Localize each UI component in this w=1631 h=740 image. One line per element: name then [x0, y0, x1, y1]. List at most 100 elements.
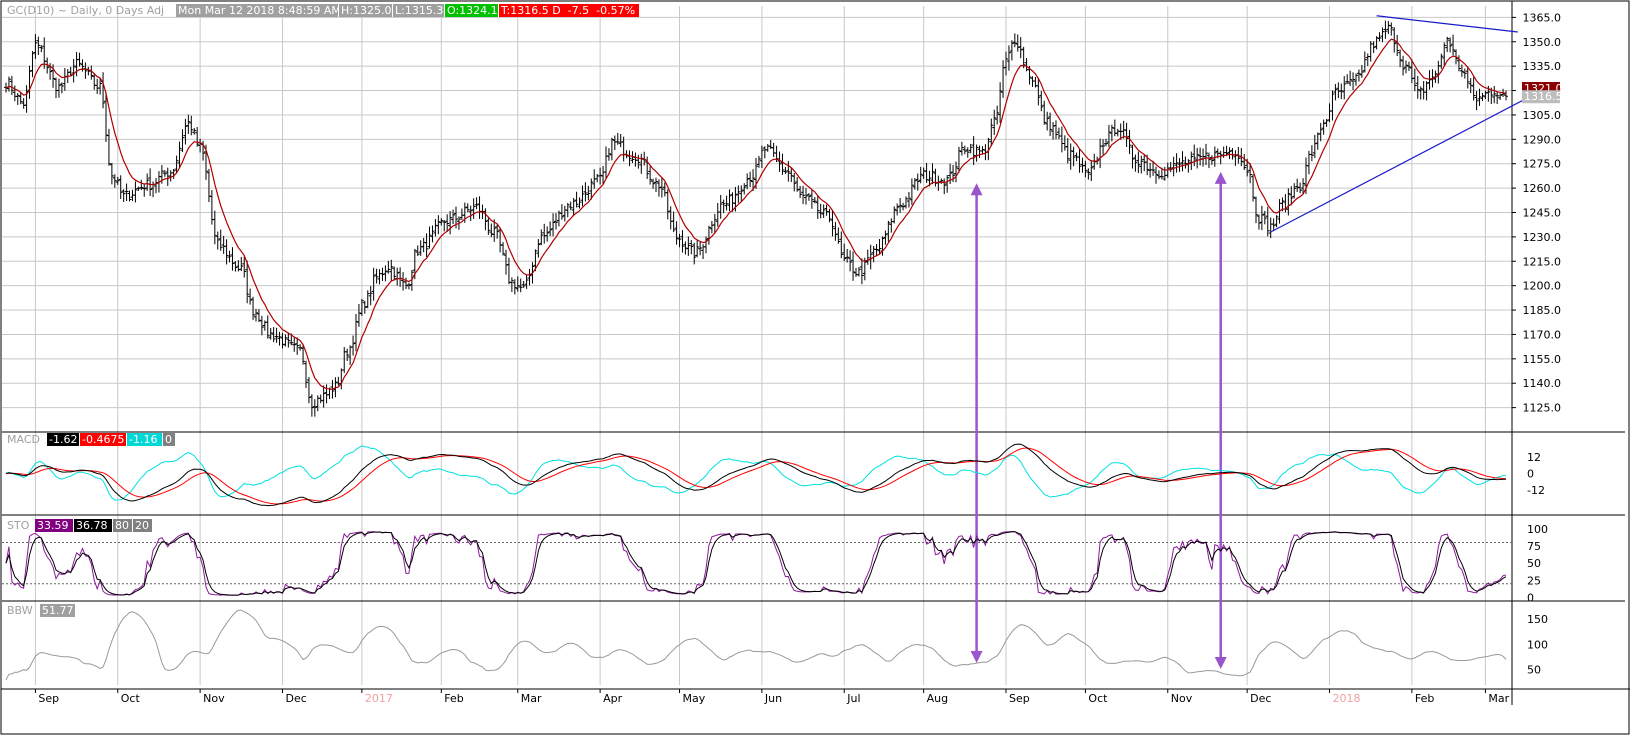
price-bar[interactable] — [992, 109, 997, 135]
price-bar[interactable] — [698, 241, 703, 256]
price-bar[interactable] — [680, 230, 685, 253]
price-bar[interactable] — [804, 188, 808, 205]
price-bar[interactable] — [230, 247, 235, 271]
price-bar[interactable] — [1371, 41, 1376, 54]
price-bar[interactable] — [718, 194, 723, 219]
price-bar[interactable] — [865, 249, 870, 265]
price-bar[interactable] — [371, 267, 376, 301]
price-bar[interactable] — [106, 128, 111, 166]
price-bar[interactable] — [30, 51, 35, 78]
price-bar[interactable] — [1036, 77, 1041, 106]
price-bar[interactable] — [1159, 167, 1164, 180]
price-bar[interactable] — [21, 97, 26, 109]
price-bar[interactable] — [1042, 100, 1047, 125]
price-bar[interactable] — [1321, 119, 1326, 135]
price-bar[interactable] — [756, 155, 761, 168]
price-bar[interactable] — [898, 198, 903, 213]
price-bar[interactable] — [586, 185, 591, 201]
price-bar[interactable] — [389, 259, 394, 282]
price-bar[interactable] — [574, 191, 579, 208]
price-bar[interactable] — [1333, 84, 1338, 101]
price-bar[interactable] — [306, 377, 311, 404]
price-bar[interactable] — [1127, 129, 1132, 155]
resistance-trendline[interactable] — [1376, 15, 1518, 33]
price-bar[interactable] — [274, 327, 279, 343]
price-bar[interactable] — [218, 229, 223, 251]
price-bar[interactable] — [739, 185, 744, 203]
price-bar[interactable] — [1412, 68, 1417, 92]
price-bar[interactable] — [845, 248, 850, 263]
price-bar[interactable] — [286, 332, 291, 348]
price-bar[interactable] — [271, 326, 276, 343]
price-bar[interactable] — [139, 179, 144, 191]
price-bar[interactable] — [1289, 186, 1294, 206]
price-bar[interactable] — [1018, 37, 1023, 59]
price-bar[interactable] — [345, 348, 350, 361]
price-bar[interactable] — [1009, 40, 1014, 61]
price-bar[interactable] — [1451, 34, 1456, 56]
price-bar[interactable] — [518, 278, 523, 293]
price-bar[interactable] — [965, 147, 970, 158]
price-bar[interactable] — [1198, 147, 1203, 166]
price-bar[interactable] — [1477, 88, 1482, 106]
price-bar[interactable] — [356, 304, 361, 327]
price-bar[interactable] — [436, 215, 441, 235]
price-bar[interactable] — [921, 167, 926, 179]
price-bar[interactable] — [956, 146, 961, 173]
price-bar[interactable] — [1271, 218, 1276, 232]
price-bar[interactable] — [112, 174, 117, 188]
price-bar[interactable] — [730, 192, 735, 212]
price-bar[interactable] — [589, 178, 594, 200]
price-bar[interactable] — [180, 129, 185, 152]
price-bar[interactable] — [1227, 147, 1232, 160]
price-bar[interactable] — [839, 231, 844, 259]
price-bar[interactable] — [833, 221, 838, 241]
price-bar[interactable] — [539, 229, 544, 246]
price-bar[interactable] — [1256, 214, 1261, 230]
price-bar[interactable] — [695, 239, 700, 258]
price-bar[interactable] — [1180, 151, 1185, 172]
price-bar[interactable] — [312, 399, 317, 417]
price-bar[interactable] — [501, 242, 506, 256]
price-bar[interactable] — [1459, 64, 1464, 77]
price-bar[interactable] — [512, 279, 517, 295]
price-bar[interactable] — [1154, 166, 1158, 184]
price-bar[interactable] — [245, 260, 250, 304]
price-bar[interactable] — [1086, 168, 1091, 180]
price-bar[interactable] — [815, 195, 820, 219]
price-bar[interactable] — [809, 189, 814, 209]
price-bar[interactable] — [183, 118, 188, 145]
price-bar[interactable] — [636, 154, 641, 169]
price-bar[interactable] — [133, 181, 138, 203]
price-bar[interactable] — [1136, 151, 1141, 174]
price-bar[interactable] — [812, 196, 817, 204]
price-bar[interactable] — [577, 197, 582, 209]
price-bar[interactable] — [309, 394, 314, 417]
price-bar[interactable] — [945, 175, 950, 193]
price-bar[interactable] — [1298, 182, 1303, 194]
price-bar[interactable] — [1474, 90, 1479, 111]
price-bar[interactable] — [927, 170, 932, 187]
price-bar[interactable] — [1318, 122, 1323, 142]
price-bar[interactable] — [1445, 36, 1450, 53]
price-bar[interactable] — [486, 217, 491, 235]
price-bar[interactable] — [56, 78, 61, 98]
price-bar[interactable] — [1039, 90, 1044, 112]
price-bar[interactable] — [1330, 90, 1335, 121]
price-bar[interactable] — [59, 82, 64, 94]
price-bar[interactable] — [404, 277, 408, 289]
price-bar[interactable] — [848, 250, 853, 272]
price-bar[interactable] — [1377, 32, 1382, 42]
price-bar[interactable] — [630, 151, 635, 164]
price-bar[interactable] — [1380, 27, 1385, 43]
price-bar[interactable] — [821, 204, 826, 218]
price-bar[interactable] — [918, 166, 923, 184]
price-bar[interactable] — [1359, 65, 1364, 78]
price-bar[interactable] — [1462, 68, 1467, 79]
price-bar[interactable] — [830, 210, 835, 237]
price-bar[interactable] — [374, 268, 379, 284]
price-bar[interactable] — [1151, 160, 1156, 176]
price-bar[interactable] — [1004, 51, 1008, 76]
price-bar[interactable] — [1048, 112, 1053, 137]
price-bar[interactable] — [186, 114, 191, 134]
